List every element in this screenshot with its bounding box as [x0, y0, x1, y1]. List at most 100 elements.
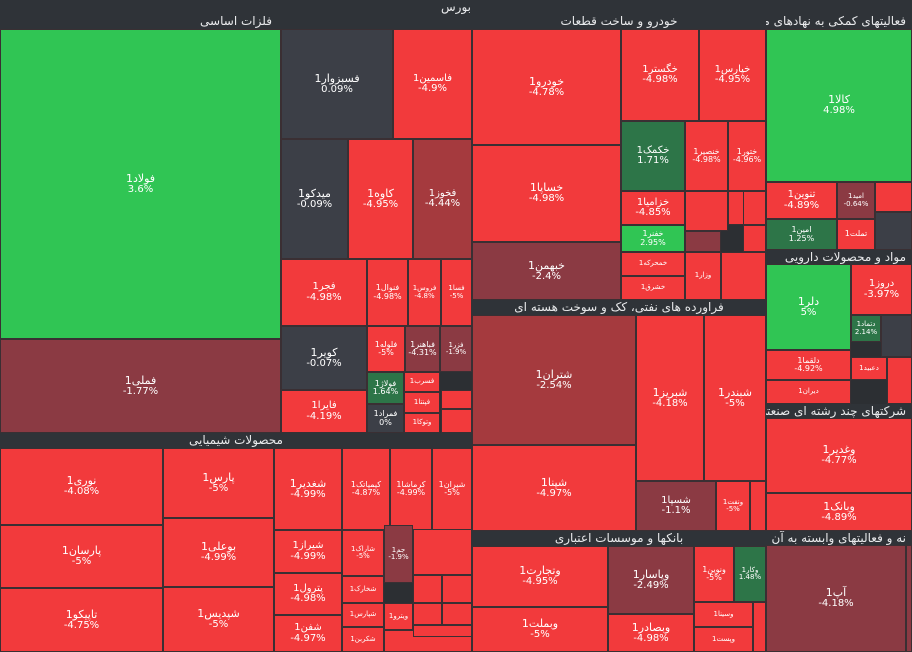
stock-tile[interactable]: فخوز1 -4.44%	[413, 139, 472, 259]
stock-tile[interactable]: شیراز1 -4.99%	[274, 530, 342, 573]
stock-tile[interactable]: کیمیاتک1 -4.87%	[342, 448, 390, 530]
stock-tile[interactable]: شاراک1 -5%	[342, 530, 384, 576]
stock-tile[interactable]: شپارس1	[342, 603, 384, 627]
stock-tile[interactable]: خشرق1	[621, 276, 685, 300]
stock-tile[interactable]: شبریز1 -4.18%	[636, 315, 704, 481]
stock-symbol: خشرق1	[640, 283, 666, 292]
stock-tile[interactable]: وسینا1	[694, 602, 753, 627]
stock-tile[interactable]: فروس1 -4.8%	[408, 259, 441, 326]
stock-tile[interactable]: فلوله1 -5%	[367, 326, 405, 372]
stock-tile[interactable]: شغدیر1 -4.99%	[274, 448, 342, 530]
stock-tile[interactable]: آپ1 -4.18%	[766, 545, 906, 652]
stock-tile[interactable]: بوعلی1 -4.99%	[163, 518, 274, 587]
sector-header[interactable]: بانکها و موسسات اعتباری	[472, 531, 766, 546]
stock-tile[interactable]: کاوه1 -4.95%	[348, 139, 413, 259]
stock-tile[interactable]: امید1 -0.64%	[837, 182, 875, 219]
stock-tile[interactable]: شتران1 -2.54%	[472, 315, 636, 445]
stock-tile[interactable]: وپاسار1 -2.49%	[608, 546, 694, 614]
stock-tile[interactable]: خمحرکه1	[621, 252, 685, 276]
stock-tile[interactable]: ونوین1 -5%	[694, 546, 734, 602]
stock-tile[interactable]: ویترو1	[384, 603, 413, 630]
stock-tile[interactable]: دیران1	[766, 380, 851, 404]
stock-tile[interactable]: خفنر1 2.95%	[621, 225, 685, 252]
stock-tile[interactable]: ختور1 -4.96%	[728, 121, 766, 191]
sector-header[interactable]: فعالیتهای کمکی به نهادهای ما	[766, 14, 912, 29]
stock-tile[interactable]: وبانک1 -4.89%	[766, 493, 912, 531]
stock-tile[interactable]: وتجارت1 -4.95%	[472, 546, 608, 607]
stock-tile[interactable]: خپارس1 -4.95%	[699, 29, 766, 121]
stock-tile[interactable]: شبندر1 -5%	[704, 315, 766, 481]
stock-tile[interactable]: فجر1 -4.98%	[281, 259, 367, 326]
stock-tile[interactable]: پارس1 -5%	[163, 448, 274, 518]
stock-tile[interactable]: فایرا1 -4.19%	[281, 390, 367, 433]
sector-header[interactable]: خودرو و ساخت قطعات	[472, 14, 766, 29]
stock-tile[interactable]: فولاژ1 1.64%	[367, 372, 404, 404]
stock-tile[interactable]: وپست1	[694, 627, 753, 652]
stock-tile[interactable]: دروز1 -3.97%	[851, 264, 912, 315]
stock-tile[interactable]: تاپیکو1 -4.75%	[0, 588, 163, 652]
stock-tile[interactable]: خکمک1 1.71%	[621, 121, 685, 191]
stock-tile[interactable]: فپنتا1	[404, 392, 440, 413]
stock-tile[interactable]: فنوال1 -4.98%	[367, 259, 408, 326]
stock-tile[interactable]: پترول1 -4.98%	[274, 573, 342, 615]
sector-header[interactable]: نه و فعالیتهای وابسته به آن	[766, 531, 912, 545]
stock-tile[interactable]: فسرب1	[404, 372, 440, 392]
stock-tile[interactable]: خگستر1 -4.98%	[621, 29, 699, 121]
stock-symbol: دتماد1	[856, 320, 876, 329]
stock-change: -5%	[378, 348, 394, 357]
stock-tile[interactable]: وبصادر1 -4.98%	[608, 614, 694, 652]
stock-tile[interactable]: وغدیر1 -4.77%	[766, 418, 912, 493]
stock-tile[interactable]: فاسمین1 -4.9%	[393, 29, 472, 139]
stock-tile[interactable]: خنصیر1 -4.98%	[685, 121, 728, 191]
stock-tile[interactable]: تنوین1 -4.89%	[766, 182, 837, 219]
stock-tile[interactable]: خودرو1 -4.78%	[472, 29, 621, 145]
stock-tile[interactable]: میدکو1 -0.09%	[281, 139, 348, 259]
sector-header[interactable]: فراورده های نفتی، کک و سوخت هسته ای	[472, 300, 766, 315]
stock-tile[interactable]: فولاد1 3.6%	[0, 29, 281, 339]
stock-tile[interactable]: کالا1 4.98%	[766, 29, 912, 182]
stock-tile[interactable]: وکار1 1.48%	[734, 546, 766, 602]
stock-tile[interactable]: خبهمن1 -2.4%	[472, 242, 621, 300]
stock-tile[interactable]: فملی1 -1.77%	[0, 339, 281, 433]
stock-tile[interactable]: ونفت1 -5%	[716, 481, 750, 531]
stock-tile[interactable]: شفن1 -4.97%	[274, 615, 342, 652]
sector-header[interactable]: فلزات اساسی	[0, 14, 472, 29]
stock-tile[interactable]: فسبزوار1 0.09%	[281, 29, 393, 139]
stock-tile[interactable]: نوری1 -4.08%	[0, 448, 163, 525]
stock-tile[interactable]: خساپا1 -4.98%	[472, 145, 621, 242]
stock-tile[interactable]: فمراد1 0%	[367, 404, 404, 433]
stock-change: -0.09%	[296, 198, 333, 210]
stock-tile[interactable]: دلقما1 -4.92%	[766, 350, 851, 380]
stock-symbol: ونوین1	[702, 564, 726, 574]
stock-symbol: امید1	[848, 192, 864, 201]
stock-tile[interactable]: دلر1 5%	[766, 264, 851, 350]
sector-header[interactable]: مواد و محصولات دارویی	[766, 250, 912, 264]
stock-tile[interactable]: تملت1	[837, 219, 875, 250]
stock-tile[interactable]: امین1 1.25%	[766, 219, 837, 250]
stock-change: -4.08%	[63, 486, 100, 498]
stock-tile[interactable]: شخارک1	[342, 576, 384, 603]
stock-tile[interactable]: کرماشا1 -4.99%	[390, 448, 432, 530]
stock-tile[interactable]: شیران1 -5%	[432, 448, 472, 530]
stock-tile[interactable]: وتوکا1	[404, 413, 440, 433]
stock-tile[interactable]: شپدیس1 -5%	[163, 587, 274, 652]
stock-tile[interactable]: شکربن1	[342, 627, 384, 652]
stock-change: -0.64%	[843, 199, 869, 208]
stock-tile[interactable]: شسپا1 -1.1%	[636, 481, 716, 531]
sector-header[interactable]: محصولات شیمیایی	[0, 433, 472, 448]
stock-tile[interactable]: فباهنر1 -4.31%	[405, 326, 440, 372]
stock-tile[interactable]: دعبید1	[851, 357, 887, 380]
stock-tile[interactable]: خزامیا1 -4.85%	[621, 191, 685, 225]
stock-tile[interactable]: وزار1	[685, 252, 721, 300]
stock-symbol: فنوال1	[375, 283, 400, 293]
sector-header[interactable]: شرکتهای چند رشته ای صنعتی	[766, 404, 912, 418]
treemap-filler-tile	[413, 575, 442, 603]
stock-tile[interactable]: پارسان1 -5%	[0, 525, 163, 588]
stock-tile[interactable]: فسا1 -5%	[441, 259, 472, 326]
stock-tile[interactable]: فزر1 -1.9%	[440, 326, 472, 372]
stock-tile[interactable]: وبملت1 -5%	[472, 607, 608, 652]
stock-tile[interactable]: دتماد1 2.14%	[851, 315, 881, 342]
stock-tile[interactable]: جم1 -1.9%	[384, 525, 413, 583]
stock-tile[interactable]: شپنا1 -4.97%	[472, 445, 636, 531]
stock-tile[interactable]: کویر1 -0.07%	[281, 326, 367, 390]
